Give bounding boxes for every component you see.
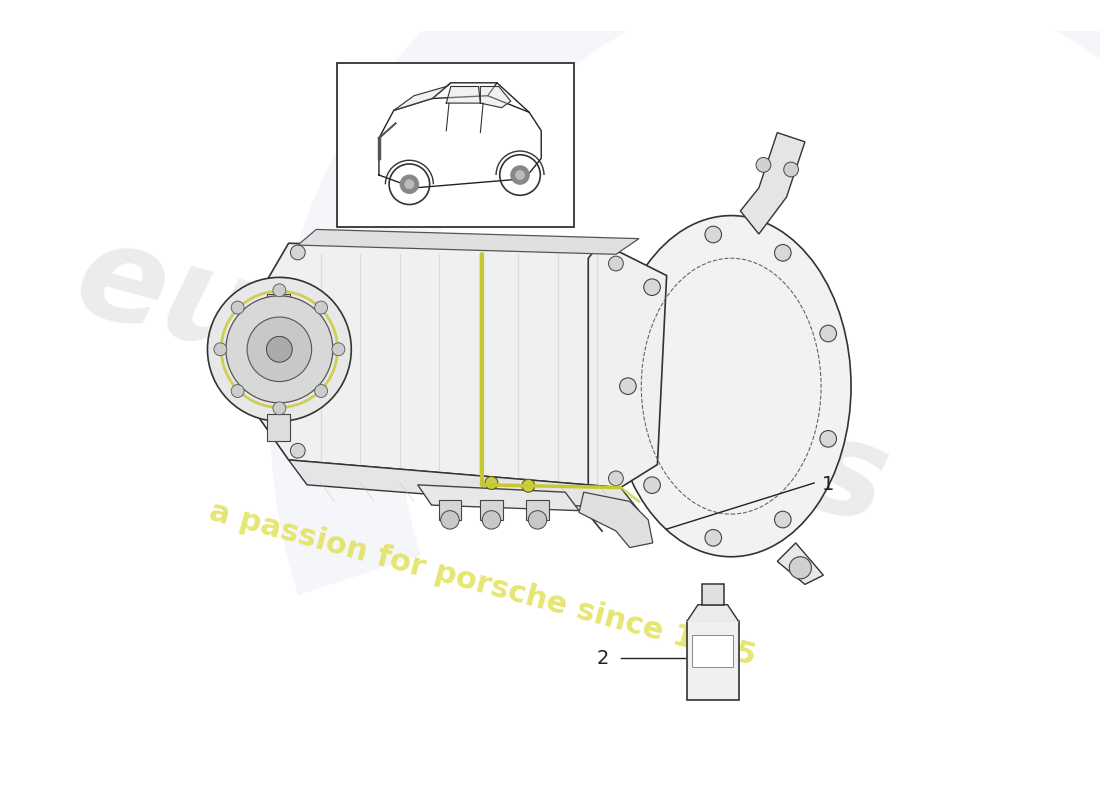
Circle shape [332,343,344,356]
Polygon shape [686,605,738,622]
Bar [527,499,549,520]
Circle shape [231,301,244,314]
Polygon shape [418,485,579,510]
Circle shape [248,317,311,382]
Circle shape [266,336,293,362]
Circle shape [290,245,305,260]
Circle shape [208,278,351,422]
Circle shape [521,479,535,492]
Circle shape [273,284,286,297]
Bar [702,585,724,605]
Circle shape [441,510,459,529]
Polygon shape [298,230,639,254]
Circle shape [516,170,525,180]
Circle shape [226,296,333,402]
Circle shape [231,385,244,398]
Circle shape [510,166,529,184]
Circle shape [273,402,286,414]
Bar [481,499,503,520]
Circle shape [608,256,624,271]
Bar [267,414,290,442]
Polygon shape [778,543,824,585]
Circle shape [608,471,624,486]
Bar [267,294,290,322]
Circle shape [756,158,771,172]
Ellipse shape [612,215,851,557]
Circle shape [482,510,500,529]
Circle shape [705,226,722,243]
Circle shape [290,443,305,458]
Circle shape [644,477,660,494]
Bar [686,622,738,700]
Text: eurospares: eurospares [63,212,902,551]
Bar [439,499,461,520]
Polygon shape [256,243,667,487]
Polygon shape [288,460,639,510]
Circle shape [485,477,498,490]
Circle shape [820,326,836,342]
Polygon shape [579,492,652,547]
Text: 1: 1 [822,475,834,494]
Circle shape [644,279,660,295]
Text: 2: 2 [596,649,608,668]
Polygon shape [740,133,805,234]
Bar [693,635,733,667]
Circle shape [705,530,722,546]
Circle shape [405,180,414,189]
Circle shape [528,510,547,529]
Circle shape [774,511,791,528]
Polygon shape [481,86,510,108]
Polygon shape [394,83,451,110]
Circle shape [774,245,791,261]
Bar [337,62,574,226]
Polygon shape [447,86,481,103]
Circle shape [783,162,799,177]
Circle shape [315,385,328,398]
Circle shape [619,378,636,394]
Circle shape [400,175,419,194]
Polygon shape [271,0,1100,595]
Text: a passion for porsche since 1985: a passion for porsche since 1985 [206,498,759,671]
Circle shape [315,301,328,314]
Polygon shape [379,96,541,188]
Circle shape [820,430,836,447]
Circle shape [213,343,227,356]
Circle shape [790,557,812,579]
